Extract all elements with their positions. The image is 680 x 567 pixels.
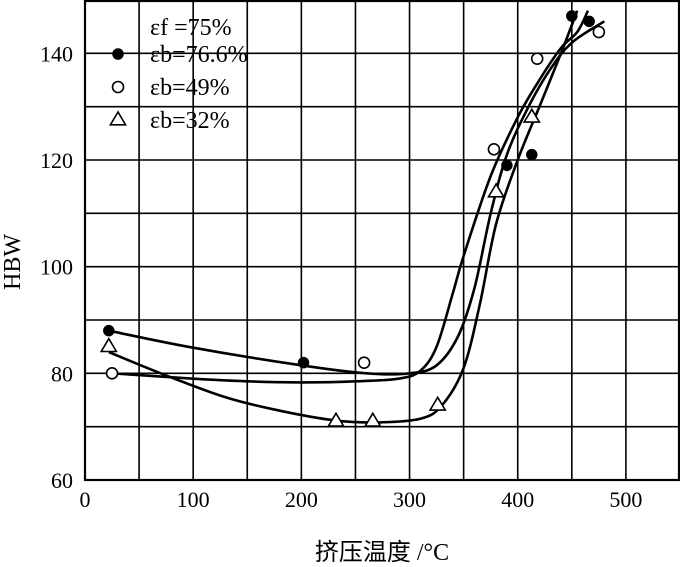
series-2-point	[592, 25, 606, 39]
series-3-point	[428, 395, 447, 411]
legend: εf =75% εb=76.6% εb=49% εb=32%	[108, 15, 248, 134]
x-axis-title: 挤压温度 /°C	[315, 539, 449, 566]
series-1-point	[526, 148, 538, 161]
x-tick-label: 200	[285, 487, 318, 512]
series-2-point	[105, 367, 119, 380]
y-tick-label: 100	[40, 255, 73, 280]
y-axis-title: HBW	[0, 234, 26, 290]
series-1-point	[103, 324, 115, 337]
series-3-point	[363, 411, 382, 427]
plot-frame	[83, 0, 680, 482]
x-tick-label: 0	[80, 487, 91, 512]
x-tick-label: 500	[609, 487, 642, 512]
legend-label-1: εb=76.6%	[150, 42, 248, 68]
legend-marker-3	[108, 110, 128, 126]
grid-lines	[83, 0, 680, 482]
series-1-point	[566, 10, 578, 22]
series-2-point	[487, 143, 501, 156]
y-tick-label: 140	[40, 41, 73, 66]
x-tick-label: 400	[501, 487, 534, 512]
series-1-point	[501, 159, 513, 172]
series-curve-2	[111, 10, 590, 384]
y-tick-label: 60	[51, 468, 73, 493]
x-tick-label: 100	[177, 487, 210, 512]
series-1-point	[297, 356, 310, 369]
series-curve-1	[108, 20, 606, 376]
series-3-point	[99, 337, 118, 353]
legend-marker-2	[111, 80, 125, 94]
series-3-point	[326, 411, 346, 427]
series-2-point	[357, 356, 371, 369]
legend-header: εf =75%	[150, 15, 232, 41]
tick-labels: 0 100 200 300 400 500 60 80 100 120 140	[40, 41, 642, 512]
y-tick-label: 80	[51, 361, 73, 386]
series-curve-3	[108, 10, 579, 424]
series-2-point	[530, 52, 544, 65]
data-points	[99, 10, 606, 427]
legend-label-3: εb=32%	[150, 108, 230, 134]
legend-marker-1	[112, 48, 124, 60]
series-3-point	[522, 107, 541, 123]
fitted-curves	[108, 10, 606, 424]
y-tick-label: 120	[40, 148, 73, 173]
series-3-point	[487, 182, 506, 198]
x-tick-label: 300	[393, 487, 426, 512]
legend-label-2: εb=49%	[150, 75, 230, 101]
series-1-point	[583, 15, 595, 28]
